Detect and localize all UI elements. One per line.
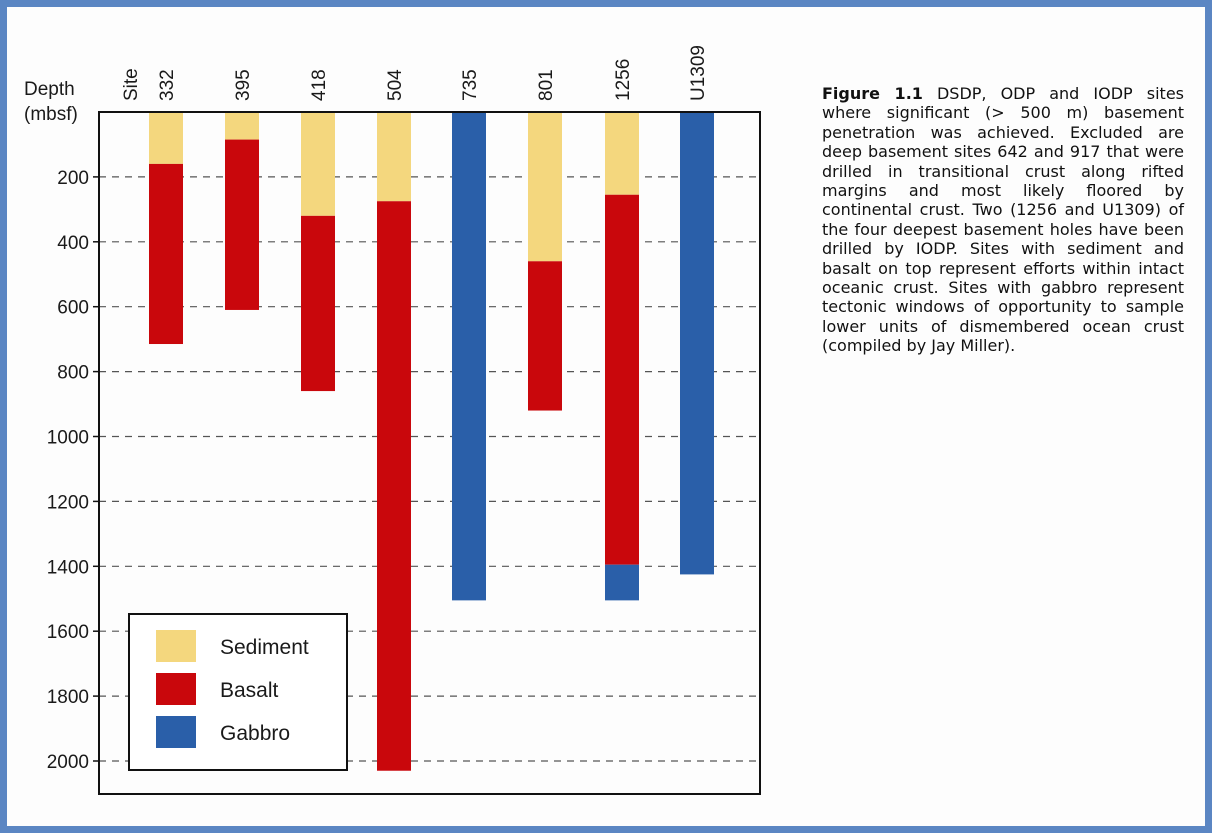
- figure-label: Figure 1.1: [822, 84, 923, 103]
- bar-801-sediment: [528, 112, 562, 262]
- site-label-801: 801: [536, 69, 557, 101]
- site-header: Site: [121, 68, 142, 101]
- y-axis-title-line1: Depth: [24, 79, 75, 100]
- y-tick-label-1400: 1400: [47, 557, 89, 578]
- site-label-504: 504: [385, 69, 406, 101]
- y-tick-label-800: 800: [57, 363, 89, 384]
- y-tick-label-200: 200: [57, 168, 89, 189]
- legend-swatch-gabbro: [156, 716, 196, 748]
- bar-395-sediment: [225, 112, 259, 140]
- site-label-332: 332: [157, 69, 178, 101]
- legend-label-sediment: Sediment: [220, 636, 309, 659]
- legend: Sediment Basalt Gabbro: [128, 613, 348, 771]
- plot-frame: [98, 111, 761, 795]
- bar-1256-basalt: [605, 194, 639, 565]
- y-axis-title-line2: (mbsf): [24, 104, 78, 125]
- legend-swatch-basalt: [156, 673, 196, 705]
- bar-735-gabbro: [452, 112, 486, 601]
- bar-332-basalt: [149, 163, 183, 345]
- bars: [149, 112, 714, 771]
- bar-418-sediment: [301, 112, 335, 216]
- bar-1256-sediment: [605, 112, 639, 195]
- bar-504-basalt: [377, 201, 411, 771]
- y-tick-label-1200: 1200: [47, 492, 89, 513]
- figure-caption: Figure 1.1 DSDP, ODP and IODP sites wher…: [822, 84, 1184, 356]
- y-tick-label-2000: 2000: [47, 752, 89, 773]
- bar-801-basalt: [528, 261, 562, 411]
- y-tick-label-400: 400: [57, 233, 89, 254]
- legend-label-gabbro: Gabbro: [220, 722, 290, 745]
- legend-swatch-sediment: [156, 630, 196, 662]
- site-label-1256: 1256: [613, 59, 634, 101]
- site-label-U1309: U1309: [688, 45, 709, 101]
- bar-332-sediment: [149, 112, 183, 164]
- y-tick-label-1600: 1600: [47, 622, 89, 643]
- site-label-735: 735: [460, 69, 481, 101]
- bar-U1309-gabbro: [680, 112, 714, 575]
- y-tick-label-1000: 1000: [47, 428, 89, 449]
- bar-418-basalt: [301, 215, 335, 392]
- legend-label-basalt: Basalt: [220, 679, 279, 702]
- site-label-418: 418: [309, 69, 330, 101]
- bar-1256-gabbro: [605, 564, 639, 601]
- y-ticks: 200 400 600 800 1000 1200 1400 1600 1800 2000: [47, 168, 99, 773]
- y-tick-label-1800: 1800: [47, 687, 89, 708]
- caption-text: DSDP, ODP and IODP sites where significa…: [822, 84, 1184, 356]
- site-label-395: 395: [233, 69, 254, 101]
- bar-395-basalt: [225, 139, 259, 310]
- site-labels: 332 395 418 504 735 801 1256 U1309: [157, 45, 709, 101]
- bar-504-sediment: [377, 112, 411, 202]
- y-tick-label-600: 600: [57, 298, 89, 319]
